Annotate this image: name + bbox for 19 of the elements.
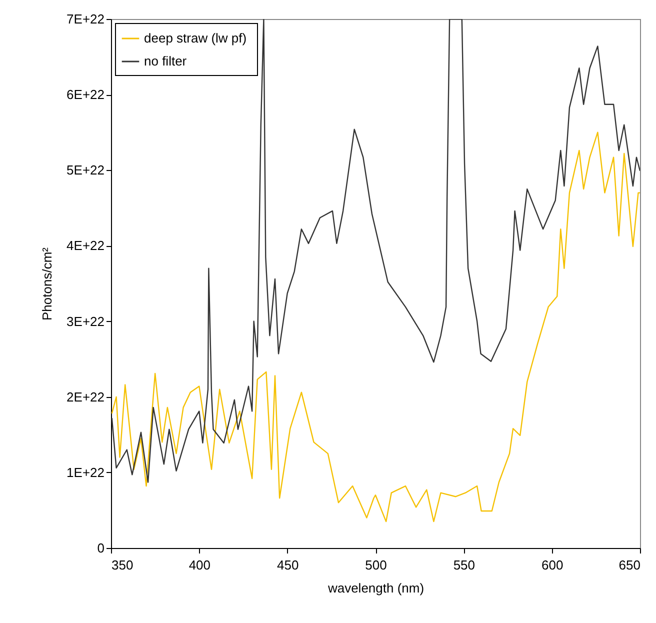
y-axis-title: Photons/cm² bbox=[40, 246, 55, 320]
x-tick-label: 650 bbox=[618, 558, 640, 572]
y-tick-label: 0 bbox=[97, 540, 104, 556]
x-axis-title: wavelength (nm) bbox=[326, 580, 424, 596]
legend-label: no filter bbox=[144, 54, 188, 68]
y-tick-label: 2E+22 bbox=[66, 389, 104, 404]
y-tick-label: 1E+22 bbox=[66, 464, 104, 480]
y-tick-label: 5E+22 bbox=[66, 162, 104, 178]
y-tick-label: 4E+22 bbox=[66, 238, 104, 254]
y-tick-label: 6E+22 bbox=[66, 87, 104, 102]
x-tick-label: 400 bbox=[188, 558, 211, 572]
x-tick-label: 500 bbox=[365, 558, 387, 572]
y-tick-label: 3E+22 bbox=[66, 314, 104, 329]
x-tick-label: 550 bbox=[453, 558, 476, 572]
x-tick-label: 600 bbox=[541, 558, 564, 572]
x-tick-label: 450 bbox=[276, 558, 299, 572]
legend-label: deep straw (lw pf) bbox=[144, 30, 247, 46]
x-tick-label: 350 bbox=[112, 558, 134, 572]
y-tick-label: 7E+22 bbox=[66, 12, 104, 26]
